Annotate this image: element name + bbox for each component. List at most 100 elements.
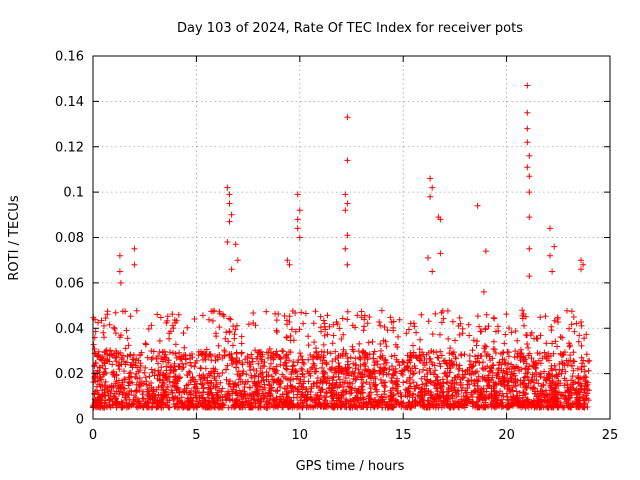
- data-point: [161, 348, 168, 355]
- data-point: [228, 266, 235, 273]
- data-point: [131, 261, 138, 268]
- data-point: [543, 354, 550, 360]
- data-point: [538, 397, 545, 403]
- data-point: [542, 313, 549, 320]
- data-point: [223, 329, 230, 336]
- data-point: [376, 319, 383, 325]
- data-point: [236, 372, 243, 379]
- data-point: [98, 317, 105, 324]
- data-point: [475, 373, 482, 380]
- data-point: [355, 348, 362, 355]
- data-point: [234, 257, 241, 264]
- data-point: [235, 368, 242, 375]
- data-point: [488, 390, 495, 397]
- data-point: [413, 354, 420, 361]
- data-point: [204, 377, 211, 384]
- data-point: [438, 319, 445, 326]
- data-point: [227, 316, 234, 323]
- data-point: [514, 337, 521, 344]
- data-point: [573, 320, 580, 327]
- data-point: [148, 322, 155, 329]
- data-point: [206, 403, 213, 410]
- data-point: [100, 329, 107, 336]
- data-point: [394, 398, 401, 405]
- data-point: [255, 349, 262, 355]
- data-point: [362, 360, 369, 367]
- data-point: [566, 325, 573, 332]
- data-point: [156, 349, 163, 355]
- data-point: [173, 387, 180, 394]
- data-point: [130, 397, 137, 403]
- data-point: [570, 314, 577, 320]
- data-point: [440, 388, 447, 395]
- data-point: [332, 348, 339, 355]
- data-point: [198, 348, 204, 355]
- data-point: [209, 398, 216, 405]
- data-point: [130, 356, 137, 363]
- data-point: [320, 368, 327, 375]
- data-point: [545, 370, 552, 377]
- data-point: [387, 314, 394, 321]
- data-point: [504, 378, 511, 385]
- data-point: [452, 355, 459, 362]
- data-point: [423, 367, 430, 374]
- data-point: [393, 377, 400, 384]
- data-point: [274, 329, 281, 335]
- data-point: [171, 395, 178, 402]
- data-point: [536, 404, 543, 411]
- data-point: [557, 350, 564, 357]
- data-point: [347, 354, 354, 361]
- axis-ticks: [92, 55, 611, 420]
- data-point: [581, 335, 588, 342]
- data-point: [486, 368, 493, 375]
- data-point: [296, 380, 302, 387]
- data-point: [200, 397, 207, 404]
- data-point: [317, 379, 324, 386]
- data-point: [102, 392, 109, 399]
- data-point: [307, 402, 313, 409]
- data-point: [512, 372, 518, 379]
- data-point: [480, 366, 487, 373]
- data-point: [232, 402, 239, 409]
- data-point: [520, 358, 527, 365]
- data-point: [390, 392, 397, 399]
- data-point: [378, 347, 384, 354]
- data-point: [292, 310, 299, 316]
- data-point: [148, 366, 155, 373]
- data-point: [586, 357, 593, 364]
- data-point: [283, 334, 290, 341]
- data-point: [171, 383, 178, 389]
- data-point: [329, 358, 336, 365]
- data-point: [157, 400, 164, 406]
- data-point: [165, 383, 171, 390]
- data-point: [322, 326, 329, 333]
- data-point: [501, 381, 507, 388]
- data-point: [572, 389, 579, 396]
- data-point: [304, 394, 311, 401]
- data-point: [464, 381, 471, 388]
- data-point: [526, 189, 533, 196]
- data-point: [312, 308, 319, 315]
- data-point: [460, 393, 467, 399]
- data-point: [361, 312, 368, 319]
- data-point: [506, 325, 512, 332]
- data-point: [267, 392, 274, 399]
- data-point: [564, 361, 571, 368]
- data-point: [315, 351, 322, 358]
- data-point: [180, 388, 187, 395]
- data-point: [323, 361, 330, 368]
- data-point: [437, 250, 444, 257]
- data-point: [169, 311, 176, 318]
- data-point: [232, 381, 238, 388]
- data-point: [175, 311, 182, 318]
- data-point: [410, 349, 417, 356]
- data-point: [544, 397, 551, 404]
- data-point: [459, 330, 466, 337]
- data-point: [227, 378, 233, 385]
- data-point: [242, 356, 249, 363]
- data-point: [552, 381, 559, 388]
- data-point: [305, 333, 312, 340]
- data-point: [482, 248, 489, 255]
- data-point: [277, 354, 284, 361]
